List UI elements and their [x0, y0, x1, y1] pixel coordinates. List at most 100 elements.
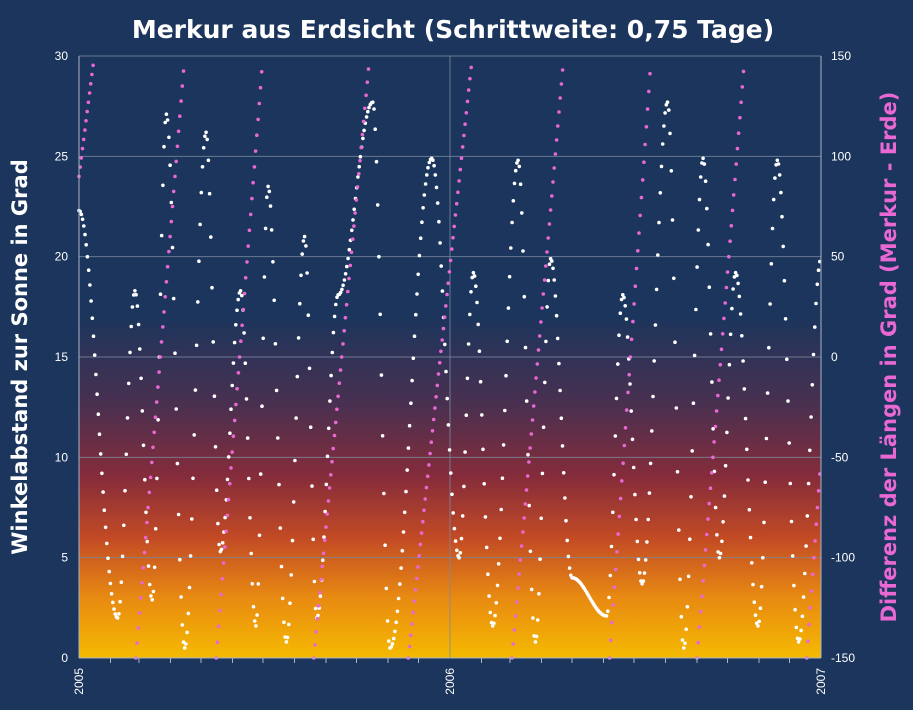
data-point [236, 297, 240, 302]
data-point [684, 627, 688, 632]
data-point [706, 517, 710, 521]
data-point [697, 197, 702, 202]
data-point [725, 430, 729, 435]
data-point [198, 222, 202, 227]
data-point [325, 512, 330, 516]
data-point [763, 480, 767, 485]
data-point [214, 488, 219, 493]
data-point [226, 455, 231, 459]
data-point [628, 382, 632, 386]
data-point [460, 514, 465, 518]
data-point [115, 616, 120, 620]
data-point [453, 213, 458, 217]
data-point [411, 610, 416, 615]
data-point [329, 373, 333, 378]
data-point [498, 536, 502, 541]
data-point [356, 175, 360, 179]
data-point [516, 586, 520, 590]
data-point [244, 397, 249, 401]
data-point [140, 581, 144, 585]
data-point [331, 330, 336, 335]
data-point [533, 640, 538, 644]
data-point [559, 416, 564, 421]
data-point [161, 325, 165, 329]
data-point [409, 401, 413, 406]
data-point [337, 381, 342, 386]
data-point [419, 531, 424, 535]
data-point [810, 383, 815, 387]
data-point [94, 372, 98, 377]
data-point [168, 163, 172, 167]
data-point [282, 620, 286, 625]
data-point [564, 518, 568, 523]
data-point [525, 474, 530, 478]
data-point [690, 449, 694, 453]
data-point [308, 425, 313, 430]
data-point [636, 249, 640, 253]
data-point [188, 554, 193, 558]
data-point [742, 387, 747, 391]
data-point [191, 476, 195, 481]
data-point [703, 179, 708, 183]
data-point [209, 235, 213, 239]
data-point [750, 561, 754, 565]
data-point [811, 352, 816, 357]
data-point [274, 388, 279, 393]
data-point [725, 270, 730, 274]
data-point [535, 618, 540, 622]
x-tick-label: 2005 [72, 668, 86, 695]
data-point [310, 484, 314, 488]
data-point [335, 407, 339, 412]
data-point [242, 331, 246, 335]
data-point [343, 272, 348, 276]
data-point [711, 427, 715, 431]
data-point [207, 191, 212, 196]
data-point [358, 154, 363, 159]
data-point [536, 348, 541, 352]
data-point [499, 507, 504, 512]
data-point [770, 226, 775, 231]
data-point [481, 447, 485, 452]
data-point [788, 481, 793, 486]
data-point [550, 194, 554, 198]
data-point [720, 539, 724, 544]
data-point [249, 551, 253, 556]
data-point [192, 433, 196, 437]
data-point [387, 639, 391, 643]
y-tick-label-right: -100 [831, 551, 855, 565]
data-point [648, 461, 653, 466]
data-point [717, 378, 721, 383]
data-point [521, 530, 525, 534]
data-point [435, 383, 440, 388]
data-point [80, 146, 85, 151]
data-point [552, 166, 556, 170]
data-point [692, 353, 697, 358]
data-point [464, 111, 469, 115]
data-point [458, 551, 463, 555]
data-point [138, 347, 142, 351]
data-point [500, 476, 505, 481]
data-point [237, 355, 242, 359]
data-point [257, 101, 262, 106]
data-point [547, 262, 552, 267]
data-point [350, 237, 355, 241]
data-point [136, 626, 141, 630]
data-point [143, 535, 148, 540]
data-point [609, 638, 613, 643]
chart-title: Merkur aus Erdsicht (Schrittweite: 0,75 … [132, 15, 774, 44]
data-point [140, 409, 145, 413]
data-point [164, 112, 169, 116]
data-point [353, 211, 357, 215]
data-point [809, 415, 813, 419]
data-point [624, 317, 629, 321]
data-point [246, 244, 250, 248]
data-point [126, 381, 131, 386]
data-point [780, 214, 784, 219]
data-point [91, 334, 96, 339]
data-point [228, 431, 232, 436]
data-point [351, 218, 355, 222]
data-point [501, 443, 506, 447]
data-point [735, 146, 740, 151]
data-point [708, 486, 713, 491]
y-tick-label-left: 0 [61, 651, 68, 665]
